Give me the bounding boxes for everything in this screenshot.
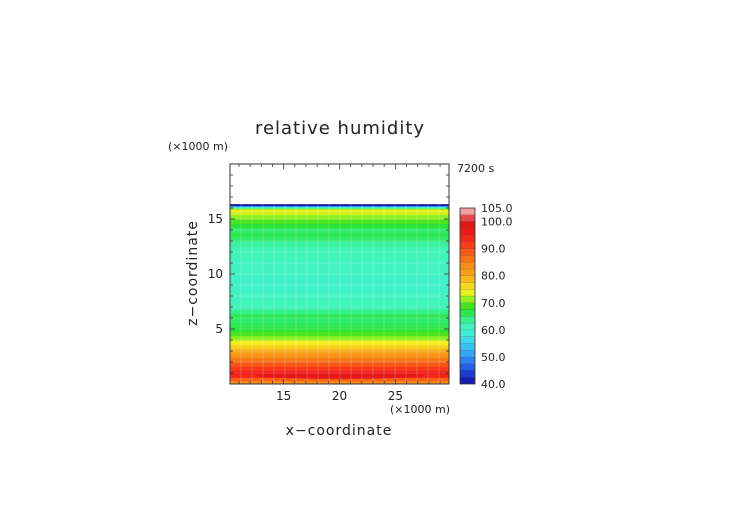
humidity-band [230,340,449,345]
colorbar-segment [459,282,476,290]
colorbar-segment [459,221,476,229]
colorbar-segment [459,261,476,270]
colorbar-segment [459,214,476,222]
humidity-band [230,205,449,208]
colorbar-segment [459,289,476,297]
colorbar-segment [459,234,476,243]
colorbar-segment [459,295,476,303]
x-axis-ticks: 15 20 25 [238,164,441,403]
humidity-band [230,322,449,328]
humidity-band [230,236,449,242]
x-tick-label: 20 [332,389,347,403]
colorbar-segment [459,255,476,263]
plot-area [229,163,450,385]
colorbar-segment [459,248,476,256]
humidity-band [230,219,449,224]
y-unit-label: (×1000 m) [168,140,228,153]
humidity-band [230,274,449,292]
x-tick-label: 25 [388,389,403,403]
y-axis-label: z−coordinate [185,220,201,326]
colorbar-segment [459,268,476,276]
humidity-band [230,241,449,248]
humidity-band [230,290,449,303]
colorbar-segment [459,322,476,331]
time-label: 7200 s [457,162,494,175]
colorbar-segment [459,207,476,215]
humidity-band [230,309,449,315]
colorbar-tick-label: 90.0 [481,243,506,256]
humidity-band [230,326,449,332]
humidity-band [230,362,449,367]
colorbar-segment [459,343,476,351]
colorbar-segment [459,377,476,385]
humidity-band [230,227,449,233]
humidity-band [230,318,449,323]
colorbar-tick-label: 100.0 [481,216,513,229]
humidity-band [230,348,449,354]
y-tick-label: 10 [208,267,223,281]
colorbar-tick-label: 70.0 [481,297,506,310]
colorbar-segment [459,316,476,324]
colorbar-tick-label: 80.0 [481,270,506,283]
humidity-band [230,366,449,372]
y-tick-label: 5 [215,322,223,336]
humidity-band [230,209,449,212]
colorbar-segment [459,349,476,358]
humidity-band [230,208,449,210]
colorbar-segment [459,275,476,283]
humidity-band [230,232,449,238]
colorbar-segment [459,356,476,364]
humidity-band [230,246,449,259]
colorbar-segment [459,241,476,249]
chart-title: relative humidity [255,118,425,139]
y-axis-ticks: 5 10 15 [208,174,449,374]
humidity-band [230,223,449,229]
humidity-band [230,313,449,319]
colorbar-tick-label: 60.0 [481,324,506,337]
colorbar-segment [459,370,476,378]
humidity-band [230,344,449,350]
colorbar-segment [459,363,476,371]
colorbar-segment [459,329,476,337]
colorbar-segment [459,309,476,317]
humidity-band [230,257,449,275]
humidity-band [230,331,449,337]
humidity-band [230,206,449,209]
colorbar-tick-label: 40.0 [481,378,506,391]
humidity-band [230,301,449,310]
x-unit-label: (×1000 m) [390,403,450,416]
colorbar-tick-label: 105.0 [481,202,513,215]
colorbar-segment [459,302,476,310]
colorbar-segment [459,336,476,344]
y-tick-label: 15 [208,212,223,226]
humidity-band [230,335,449,341]
humidity-band [230,204,449,206]
humidity-maximum [255,372,424,379]
x-axis-label: x−coordinate [286,423,393,439]
colorbar-tick-label: 50.0 [481,351,506,364]
x-tick-label: 15 [276,389,291,403]
humidity-band [230,211,449,216]
humidity-band [230,214,449,220]
humidity-band [230,353,449,359]
humidity-band [230,357,449,363]
colorbar-segment [459,228,476,236]
